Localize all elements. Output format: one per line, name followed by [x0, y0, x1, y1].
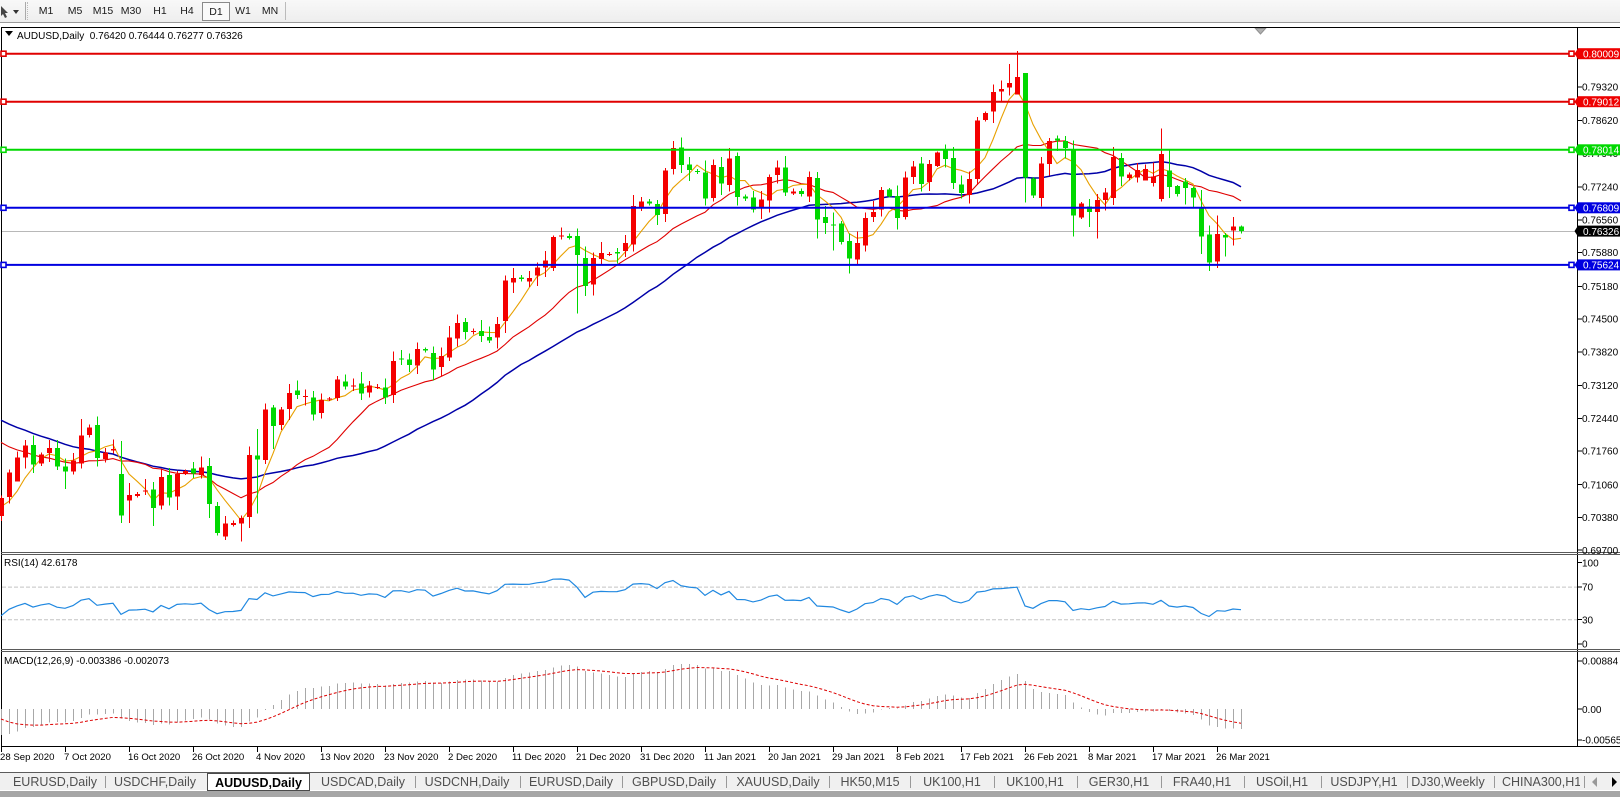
svg-text:0.00: 0.00: [1582, 705, 1602, 716]
svg-text:0.76809: 0.76809: [1583, 204, 1620, 215]
svg-text:17 Feb 2021: 17 Feb 2021: [960, 752, 1014, 763]
svg-text:0.70380: 0.70380: [1582, 513, 1619, 524]
svg-text:0.77240: 0.77240: [1582, 183, 1619, 194]
svg-text:0.71760: 0.71760: [1582, 447, 1619, 458]
svg-text:0.74500: 0.74500: [1582, 315, 1619, 326]
svg-text:0.76326: 0.76326: [1583, 227, 1620, 238]
svg-text:0.71060: 0.71060: [1582, 480, 1619, 491]
svg-text:26 Oct 2020: 26 Oct 2020: [192, 752, 244, 763]
svg-text:16 Oct 2020: 16 Oct 2020: [128, 752, 180, 763]
svg-text:0.75180: 0.75180: [1582, 282, 1619, 293]
svg-text:0.75624: 0.75624: [1583, 261, 1620, 272]
svg-text:70: 70: [1582, 583, 1594, 594]
svg-text:20 Jan 2021: 20 Jan 2021: [768, 752, 821, 763]
svg-text:29 Jan 2021: 29 Jan 2021: [832, 752, 885, 763]
svg-text:-0.005651: -0.005651: [1582, 736, 1620, 747]
svg-text:8 Feb 2021: 8 Feb 2021: [896, 752, 945, 763]
svg-text:11 Dec 2020: 11 Dec 2020: [512, 752, 566, 763]
svg-text:0.73120: 0.73120: [1582, 381, 1619, 392]
svg-text:17 Mar 2021: 17 Mar 2021: [1152, 752, 1206, 763]
svg-text:MACD(12,26,9) -0.003386 -0.002: MACD(12,26,9) -0.003386 -0.002073: [4, 656, 170, 667]
svg-text:0.69700: 0.69700: [1582, 546, 1619, 557]
svg-text:0.78014: 0.78014: [1583, 146, 1620, 157]
svg-text:8 Mar 2021: 8 Mar 2021: [1088, 752, 1137, 763]
svg-text:0.76560: 0.76560: [1582, 215, 1619, 226]
svg-text:0.78620: 0.78620: [1582, 116, 1619, 127]
svg-text:0.72440: 0.72440: [1582, 414, 1619, 425]
svg-text:30: 30: [1582, 615, 1594, 626]
svg-text:31 Dec 2020: 31 Dec 2020: [640, 752, 694, 763]
svg-text:0.00884: 0.00884: [1582, 657, 1619, 668]
svg-text:7 Oct 2020: 7 Oct 2020: [64, 752, 111, 763]
svg-text:0.79012: 0.79012: [1583, 97, 1620, 108]
svg-text:11 Jan 2021: 11 Jan 2021: [704, 752, 756, 763]
svg-text:28 Sep 2020: 28 Sep 2020: [0, 752, 54, 763]
svg-text:RSI(14) 42.6178: RSI(14) 42.6178: [4, 558, 78, 569]
svg-text:0.73820: 0.73820: [1582, 347, 1619, 358]
svg-text:0.79320: 0.79320: [1582, 83, 1619, 94]
svg-text:100: 100: [1582, 558, 1599, 569]
svg-text:0: 0: [1582, 640, 1588, 651]
svg-text:13 Nov 2020: 13 Nov 2020: [320, 752, 374, 763]
svg-text:26 Mar 2021: 26 Mar 2021: [1216, 752, 1270, 763]
svg-text:23 Nov 2020: 23 Nov 2020: [384, 752, 438, 763]
svg-text:0.75880: 0.75880: [1582, 248, 1619, 259]
svg-text:21 Dec 2020: 21 Dec 2020: [576, 752, 630, 763]
svg-text:26 Feb 2021: 26 Feb 2021: [1024, 752, 1078, 763]
svg-text:0.80009: 0.80009: [1583, 49, 1620, 60]
svg-text:4 Nov 2020: 4 Nov 2020: [256, 752, 305, 763]
svg-text:2 Dec 2020: 2 Dec 2020: [448, 752, 497, 763]
svg-text:AUDUSD,Daily 0.76420 0.76444: AUDUSD,Daily 0.76420 0.76444 0.76277 0.7…: [17, 31, 243, 42]
